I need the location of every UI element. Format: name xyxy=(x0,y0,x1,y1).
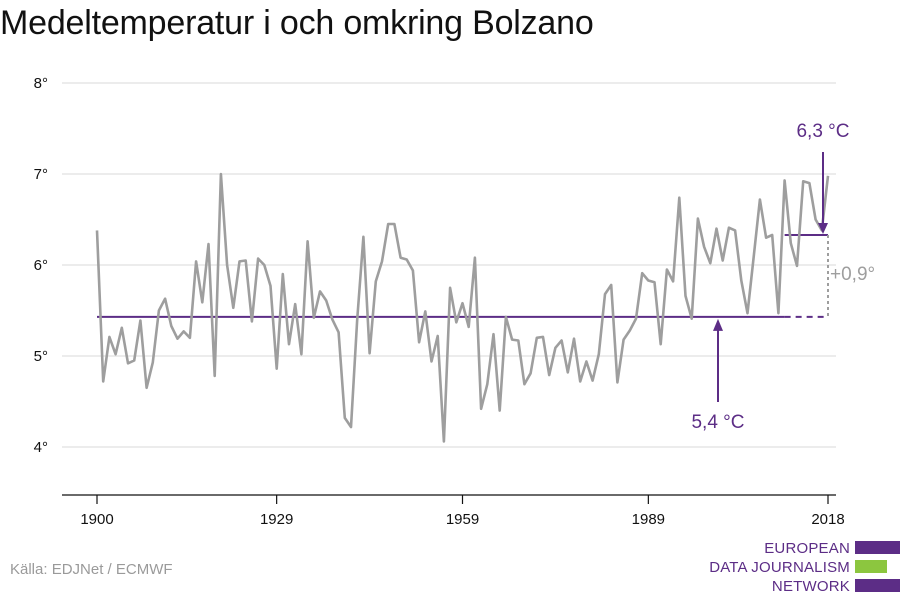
baseline-value-label: 5,4 °C xyxy=(691,412,744,433)
logo-bar-middle xyxy=(855,560,887,573)
series-lines xyxy=(95,172,830,443)
logo-line-european: EUROPEAN xyxy=(764,540,850,557)
x-tick-label: 1959 xyxy=(446,511,479,528)
logo-bar-top xyxy=(855,541,900,554)
x-tick-label: 2018 xyxy=(811,511,844,528)
recent-value-label: 6,3 °C xyxy=(796,121,849,142)
y-tick-label: 6° xyxy=(34,257,48,274)
temperature-series-line xyxy=(95,172,830,443)
edjnet-logo: EUROPEAN DATA JOURNALISM NETWORK xyxy=(705,539,900,595)
source-note: Källa: EDJNet / ECMWF xyxy=(10,561,173,578)
annotations: +0,9° 5,4 °C 6,3 °C xyxy=(691,121,875,433)
logo-line-data-journalism: DATA JOURNALISM xyxy=(709,559,850,576)
baseline-arrow-head xyxy=(713,318,723,331)
y-tick-label: 8° xyxy=(34,75,48,92)
line-chart: 4° 5° 6° 7° 8° 1900 1929 1959 1989 2018 +0,9° 5,4… xyxy=(34,75,875,528)
logo-bar-bottom xyxy=(855,579,900,592)
y-tick-label: 7° xyxy=(34,166,48,183)
logo-line-network: NETWORK xyxy=(771,578,850,595)
x-tick-label: 1989 xyxy=(632,511,665,528)
difference-label: +0,9° xyxy=(830,264,875,285)
x-tick-label: 1900 xyxy=(80,511,113,528)
gridlines xyxy=(62,82,836,448)
x-tick-label: 1929 xyxy=(260,511,293,528)
chart-title: Medeltemperatur i och omkring Bolzano xyxy=(0,4,594,42)
y-tick-label: 5° xyxy=(34,348,48,365)
y-axis-tick-labels: 4° 5° 6° 7° 8° xyxy=(34,75,48,456)
x-axis xyxy=(62,494,836,504)
x-axis-tick-labels: 1900 1929 1959 1989 2018 xyxy=(80,511,844,528)
recent-arrow-head xyxy=(818,222,828,234)
y-tick-label: 4° xyxy=(34,439,48,456)
